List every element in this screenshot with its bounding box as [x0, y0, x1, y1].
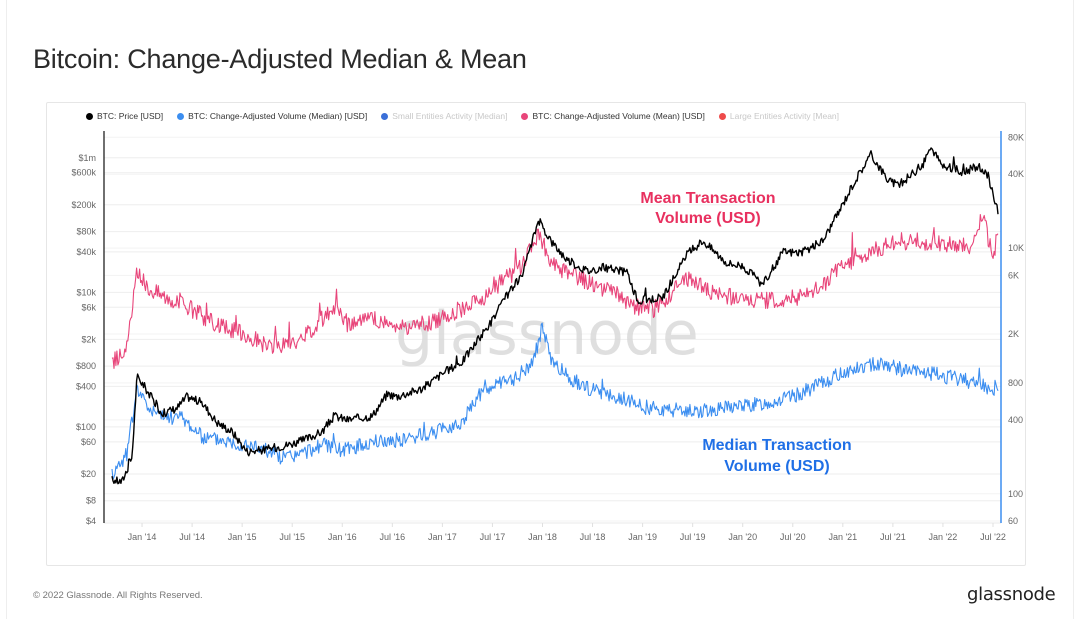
x-tick-label: Jul '20 [780, 532, 806, 542]
x-tick-label: Jul '14 [179, 532, 205, 542]
left-tick-label: $60 [81, 437, 96, 447]
right-tick-label: 800 [1008, 378, 1023, 388]
legend-label: BTC: Price [USD] [97, 111, 164, 121]
left-tick-label: $600k [71, 168, 96, 178]
right-tick-label: 6K [1008, 270, 1019, 280]
footer-copyright: © 2022 Glassnode. All Rights Reserved. [33, 590, 203, 601]
legend-dot-icon [521, 112, 529, 120]
legend-dot-icon [718, 112, 726, 120]
x-tick-label: Jan '21 [828, 532, 857, 542]
mean-annotation-line2: Volume (USD) [655, 210, 760, 227]
legend-item-small-entities[interactable]: Small Entities Activity [Median] [381, 111, 507, 121]
right-tick-label: 100 [1008, 489, 1023, 499]
left-tick-label: $1m [78, 153, 96, 163]
right-tick-label: 10K [1008, 243, 1024, 253]
x-tick-label: Jan '22 [929, 532, 958, 542]
glassnode-logo[interactable]: glassnode [967, 584, 1056, 605]
left-tick-label: $400 [76, 381, 96, 391]
median-annotation-line1: Median Transaction [702, 437, 851, 454]
left-tick-label: $20 [81, 469, 96, 479]
legend-item-mean-volume[interactable]: BTC: Change-Adjusted Volume (Mean) [USD] [521, 111, 705, 121]
x-tick-label: Jan '16 [328, 532, 357, 542]
left-tick-label: $800 [76, 361, 96, 371]
x-tick-label: Jan '18 [528, 532, 557, 542]
left-axis-ticks: $4 $8 $20 $60 $100 $400 $800 $2k $6k $10k $40k $80k… [71, 153, 96, 526]
legend-dot-icon [177, 112, 185, 120]
left-tick-label: $80k [76, 227, 96, 237]
x-tick-label: Jul '16 [379, 532, 405, 542]
right-tick-label: 80K [1008, 132, 1024, 142]
left-tick-label: $10k [76, 287, 96, 297]
x-tick-label: Jan '20 [728, 532, 757, 542]
x-tick-label: Jul '22 [980, 532, 1006, 542]
page-title: Bitcoin: Change-Adjusted Median & Mean [33, 44, 527, 74]
legend-item-btc-price[interactable]: BTC: Price [USD] [86, 111, 163, 121]
series-line-mean [111, 214, 999, 369]
series-line-price [111, 147, 999, 485]
series-layer [111, 147, 999, 485]
legend-dot-icon [86, 112, 93, 120]
x-tick-label: Jul '15 [279, 532, 305, 542]
chart-legend: BTC: Price [USD] BTC: Change-Adjusted Vo… [86, 109, 839, 123]
legend-item-median-volume[interactable]: BTC: Change-Adjusted Volume (Median) [US… [177, 111, 367, 121]
x-tick-label: Jan '17 [428, 532, 457, 542]
legend-label: BTC: Change-Adjusted Volume (Mean) [USD] [532, 111, 705, 121]
right-axis-ticks: 60 100 400 800 2K 6K 10K 40K 80K [1008, 132, 1024, 526]
left-tick-label: $100 [76, 422, 96, 432]
x-tick-label: Jan '14 [128, 532, 157, 542]
page-frame [6, 0, 1074, 619]
legend-label: BTC: Change-Adjusted Volume (Median) [US… [188, 111, 368, 121]
mean-annotation-line1: Mean Transaction [640, 190, 775, 207]
x-tick-label: Jul '17 [480, 532, 506, 542]
x-tick-label: Jul '19 [680, 532, 706, 542]
left-tick-label: $4 [86, 516, 96, 526]
grid-lines [104, 136, 1001, 524]
x-tick-label: Jul '18 [580, 532, 606, 542]
right-tick-label: 2K [1008, 329, 1019, 339]
right-tick-label: 60 [1008, 516, 1018, 526]
x-tick-label: Jan '15 [228, 532, 257, 542]
legend-label: Large Entities Activity [Mean] [729, 111, 840, 121]
legend-dot-icon [381, 112, 389, 120]
median-annotation-line2: Volume (USD) [724, 458, 829, 475]
x-tick-label: Jul '21 [880, 532, 906, 542]
left-tick-label: $200k [71, 200, 96, 210]
left-tick-label: $8 [86, 496, 96, 506]
series-line-median [111, 322, 999, 480]
x-tick-label: Jan '19 [628, 532, 657, 542]
x-axis-ticks: Jan '14 Jul '14 Jan '15 Jul '15 Jan '16 Jul '… [128, 523, 1006, 542]
right-tick-label: 40K [1008, 169, 1024, 179]
right-tick-label: 400 [1008, 415, 1023, 425]
legend-item-large-entities[interactable]: Large Entities Activity [Mean] [718, 111, 840, 121]
left-tick-label: $40k [76, 247, 96, 257]
left-tick-label: $2k [81, 334, 96, 344]
legend-label: Small Entities Activity [Median] [392, 111, 508, 121]
left-tick-label: $6k [81, 302, 96, 312]
